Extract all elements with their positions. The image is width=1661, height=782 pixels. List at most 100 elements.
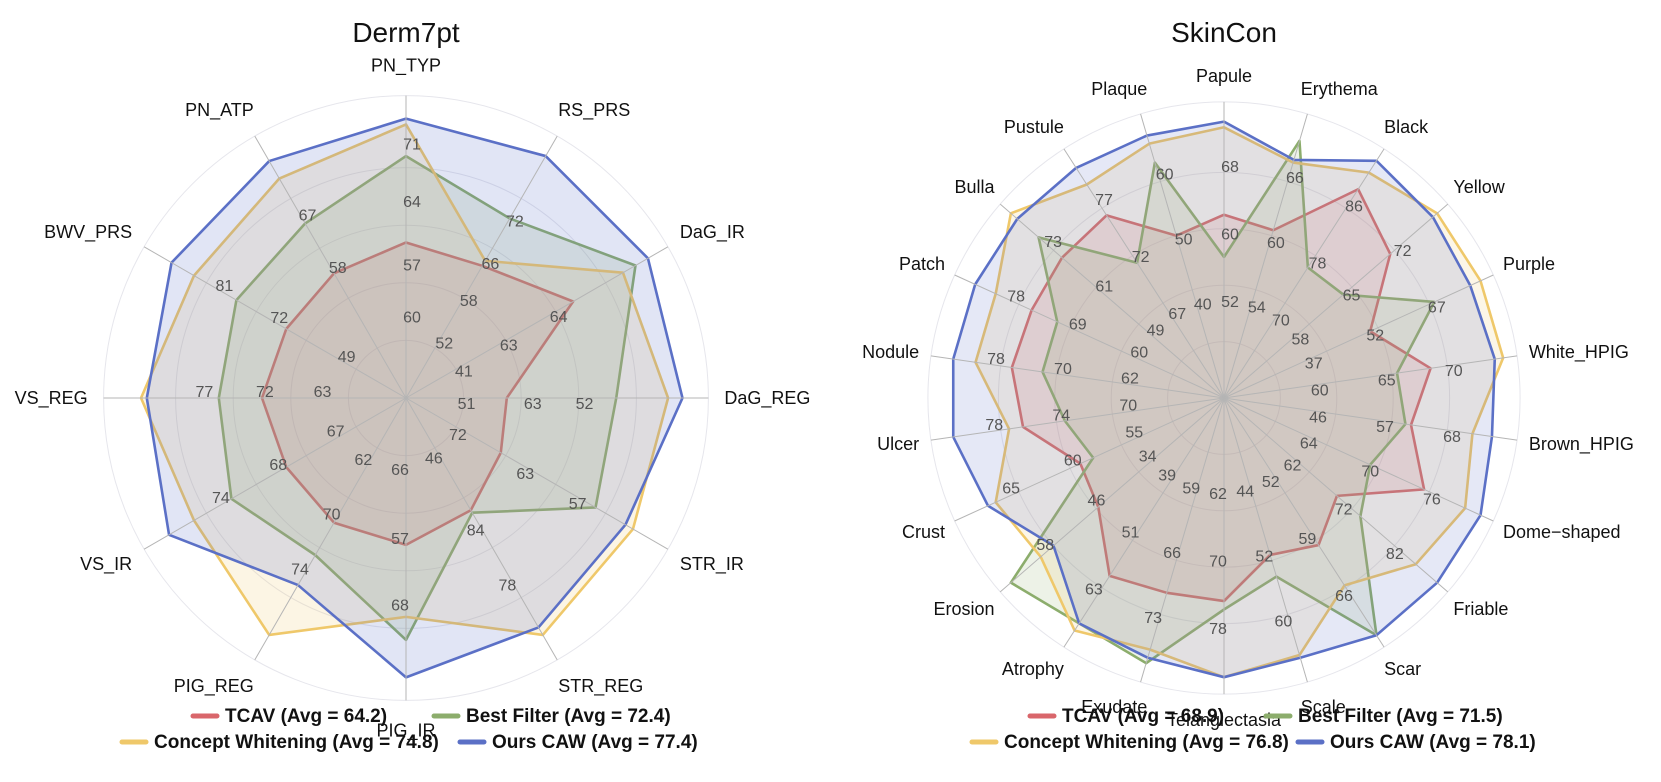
value-label: 67 [1428, 299, 1446, 316]
axis-spoke [999, 397, 1225, 593]
value-label: 60 [1267, 235, 1285, 252]
axis-label-erosion: Erosion [934, 599, 995, 619]
value-label: 37 [1305, 356, 1323, 373]
axis-label-patch: Patch [899, 254, 945, 274]
value-label: 59 [1182, 480, 1200, 497]
axis-spoke [1223, 397, 1308, 683]
value-label: 66 [1163, 545, 1181, 562]
value-label: 63 [516, 466, 534, 483]
axis-label-white-hpig: White_HPIG [1529, 342, 1629, 363]
axis-label-atrophy: Atrophy [1002, 659, 1064, 679]
value-label: 67 [299, 207, 317, 224]
value-label: 72 [506, 213, 524, 230]
legend-label: TCAV (Avg = 64.2) [225, 706, 387, 727]
value-label: 70 [1361, 463, 1379, 480]
axis-label-dag-ir: DaG_IR [680, 222, 745, 243]
axis-spoke [1223, 274, 1494, 399]
axis-label-telangiectasia: Telangiectasia [1167, 710, 1282, 730]
value-label: 73 [1044, 234, 1062, 251]
value-label: 60 [1130, 345, 1148, 362]
axis-spoke [143, 246, 407, 399]
axis-spoke [1140, 397, 1225, 683]
value-label: 64 [403, 194, 421, 211]
legend-label: Best Filter (Avg = 72.4) [466, 706, 671, 727]
value-label: 84 [467, 523, 485, 540]
axis-label-rs-prs: RS_PRS [558, 100, 630, 121]
value-label: 66 [1286, 170, 1304, 187]
value-label: 58 [460, 293, 478, 310]
value-label: 86 [1345, 199, 1363, 216]
axis-label-purple: Purple [1503, 254, 1555, 274]
value-label: 52 [1366, 328, 1384, 345]
axis-spoke [405, 135, 558, 399]
axis-spoke [405, 246, 669, 399]
value-label: 70 [1209, 554, 1227, 571]
value-label: 68 [391, 597, 409, 614]
axis-label-pn-atp: PN_ATP [185, 100, 254, 121]
value-label: 57 [391, 531, 409, 548]
value-label: 62 [1121, 370, 1139, 387]
axis-spoke [954, 397, 1225, 522]
value-label: 40 [1194, 296, 1212, 313]
value-label: 44 [1236, 484, 1254, 501]
value-label: 65 [1002, 481, 1020, 498]
value-label: 62 [354, 452, 372, 469]
value-label: 58 [1036, 537, 1054, 554]
axis-spoke [405, 397, 669, 550]
value-label: 64 [550, 309, 568, 326]
value-label: 74 [291, 562, 309, 579]
value-label: 59 [1298, 531, 1316, 548]
value-label: 74 [1052, 407, 1070, 424]
value-label: 60 [1156, 166, 1174, 183]
axis-label-exudate: Exudate [1081, 697, 1147, 717]
value-label: 61 [1095, 278, 1113, 295]
value-label: 65 [1343, 287, 1361, 304]
value-label: 52 [435, 336, 453, 353]
value-label: 81 [216, 278, 234, 295]
axis-label-black: Black [1384, 117, 1429, 137]
value-label: 72 [270, 310, 288, 327]
legend-label: Ours CAW (Avg = 77.4) [492, 732, 698, 753]
axis-spoke [254, 397, 407, 661]
value-label: 77 [1095, 192, 1113, 209]
value-label: 63 [1085, 581, 1103, 598]
value-label: 58 [1291, 332, 1309, 349]
axis-label-dag-reg: DaG_REG [724, 388, 810, 409]
axis-label-vs-ir: VS_IR [80, 554, 132, 575]
value-label: 57 [1376, 419, 1394, 436]
axis-label-scale: Scale [1301, 697, 1346, 717]
value-label: 34 [1139, 448, 1157, 465]
value-label: 68 [1443, 429, 1461, 446]
value-label: 70 [323, 507, 341, 524]
value-label: 51 [458, 396, 476, 413]
value-label: 68 [269, 457, 287, 474]
axis-label-crust: Crust [902, 522, 945, 542]
axis-label-str-ir: STR_IR [680, 554, 744, 575]
value-label: 51 [1122, 524, 1140, 541]
value-label: 78 [1209, 621, 1227, 638]
value-label: 71 [403, 137, 421, 154]
value-label: 63 [524, 396, 542, 413]
value-label: 49 [1147, 323, 1165, 340]
value-label: 78 [985, 417, 1003, 434]
value-label: 82 [1386, 546, 1404, 563]
value-label: 62 [1284, 457, 1302, 474]
value-label: 46 [1309, 410, 1327, 427]
axis-spoke [1223, 397, 1494, 522]
axis-spoke [143, 397, 407, 550]
axis-label-dome-shaped: Dome−shaped [1503, 522, 1621, 542]
axis-spoke [1223, 397, 1385, 648]
value-label: 52 [576, 396, 594, 413]
legend-label: Concept Whitening (Avg = 76.8) [1004, 732, 1289, 753]
value-label: 58 [329, 260, 347, 277]
value-label: 52 [1262, 474, 1280, 491]
value-label: 60 [1064, 452, 1082, 469]
axis-label-pustule: Pustule [1004, 117, 1064, 137]
value-label: 57 [569, 496, 587, 513]
axis-label-nodule: Nodule [862, 342, 919, 362]
value-label: 60 [1274, 614, 1292, 631]
value-label: 76 [1423, 492, 1441, 509]
value-label: 70 [1119, 398, 1137, 415]
axis-spoke [405, 397, 558, 661]
